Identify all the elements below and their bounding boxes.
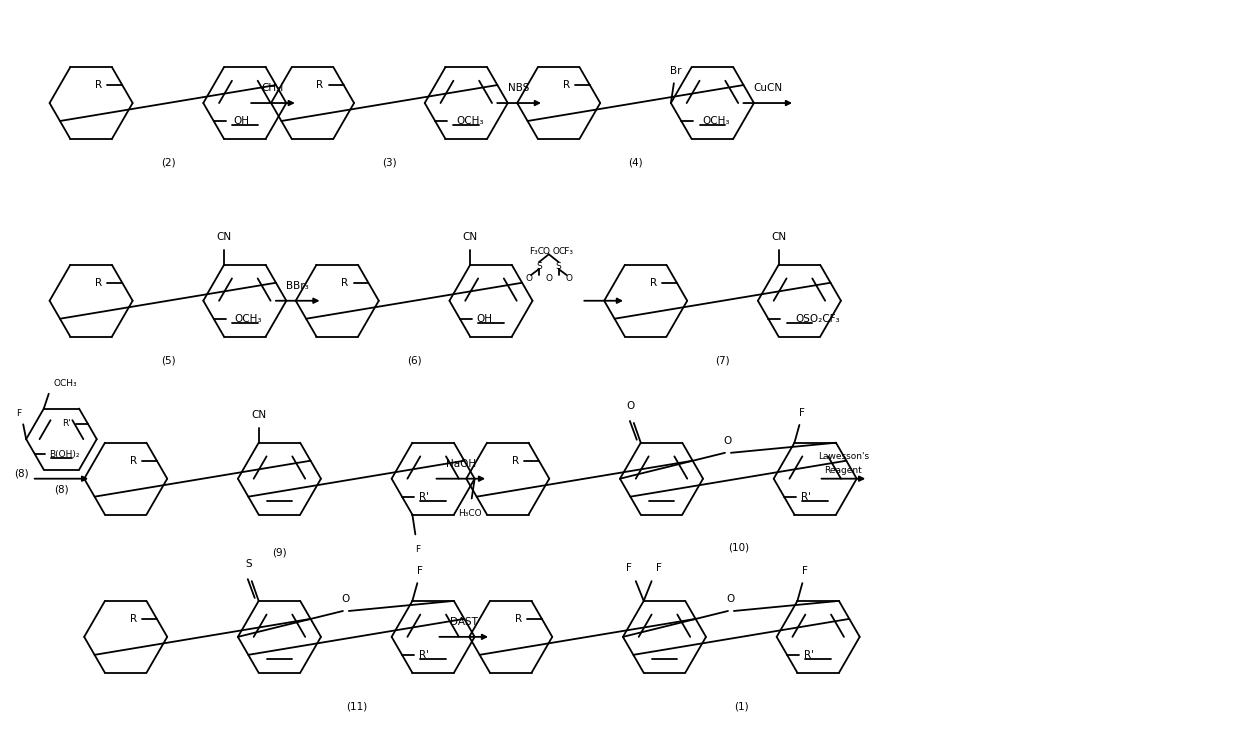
- Text: O: O: [724, 436, 732, 446]
- Text: (8): (8): [15, 469, 30, 479]
- Text: R: R: [341, 277, 348, 288]
- Text: (8): (8): [55, 484, 68, 494]
- Text: (11): (11): [346, 701, 367, 711]
- Text: R': R': [801, 492, 811, 502]
- Text: O: O: [526, 274, 532, 283]
- Text: O: O: [727, 594, 735, 604]
- Text: OCH₃: OCH₃: [456, 116, 484, 126]
- Text: OCH₃: OCH₃: [53, 380, 77, 388]
- Text: CuCN: CuCN: [753, 83, 782, 93]
- Text: F: F: [414, 545, 420, 554]
- Text: NaOH: NaOH: [445, 459, 476, 469]
- Text: (7): (7): [715, 355, 730, 365]
- Text: DAST: DAST: [450, 617, 477, 627]
- Text: OH: OH: [233, 116, 249, 126]
- Text: F: F: [626, 564, 632, 573]
- Text: O O: O O: [543, 247, 560, 255]
- Text: R: R: [316, 80, 324, 90]
- Text: (6): (6): [407, 355, 422, 365]
- Text: (1): (1): [734, 701, 749, 711]
- Text: R: R: [563, 80, 569, 90]
- Text: (2): (2): [161, 158, 175, 167]
- Text: CF₃: CF₃: [558, 247, 574, 255]
- Text: F₃C: F₃C: [529, 247, 544, 255]
- Text: R: R: [515, 614, 522, 624]
- Text: (9): (9): [272, 548, 286, 558]
- Text: R': R': [62, 419, 71, 429]
- Text: R': R': [804, 650, 813, 660]
- Text: Br: Br: [670, 66, 682, 77]
- Text: OH: OH: [476, 314, 492, 323]
- Text: CN: CN: [217, 232, 232, 242]
- Text: S: S: [556, 261, 562, 271]
- Text: F: F: [418, 566, 423, 576]
- Text: R: R: [650, 277, 657, 288]
- Text: (3): (3): [382, 158, 397, 167]
- Text: NBS: NBS: [508, 83, 529, 93]
- Text: R': R': [419, 492, 429, 502]
- Text: F: F: [656, 564, 661, 573]
- Text: S: S: [246, 559, 252, 569]
- Text: OSO₂CF₃: OSO₂CF₃: [795, 314, 839, 323]
- Text: OCH₃: OCH₃: [702, 116, 729, 126]
- Text: O: O: [546, 274, 552, 283]
- Text: S: S: [536, 261, 542, 271]
- Text: OCH₃: OCH₃: [234, 314, 262, 323]
- Text: F: F: [802, 566, 808, 576]
- Text: Lawesson's: Lawesson's: [818, 453, 869, 461]
- Text: Reagent: Reagent: [825, 466, 862, 475]
- Text: F: F: [16, 409, 21, 418]
- Text: CN: CN: [771, 232, 786, 242]
- Text: R: R: [129, 456, 136, 466]
- Text: R: R: [512, 456, 518, 466]
- Text: (5): (5): [161, 355, 175, 365]
- Text: R: R: [129, 614, 136, 624]
- Text: R: R: [95, 80, 102, 90]
- Text: B(OH)₂: B(OH)₂: [50, 450, 79, 459]
- Text: O: O: [565, 274, 572, 283]
- Text: CN: CN: [252, 410, 267, 420]
- Text: H₃CO: H₃CO: [458, 509, 481, 518]
- Text: O: O: [626, 402, 635, 411]
- Text: R': R': [419, 650, 429, 660]
- Text: CH₃I: CH₃I: [262, 83, 284, 93]
- Text: BBr₃: BBr₃: [286, 281, 309, 291]
- Text: CN: CN: [463, 232, 477, 242]
- Text: F: F: [800, 408, 805, 418]
- Text: (10): (10): [728, 543, 749, 553]
- Text: R: R: [95, 277, 102, 288]
- Text: O: O: [342, 594, 350, 604]
- Text: (4): (4): [629, 158, 642, 167]
